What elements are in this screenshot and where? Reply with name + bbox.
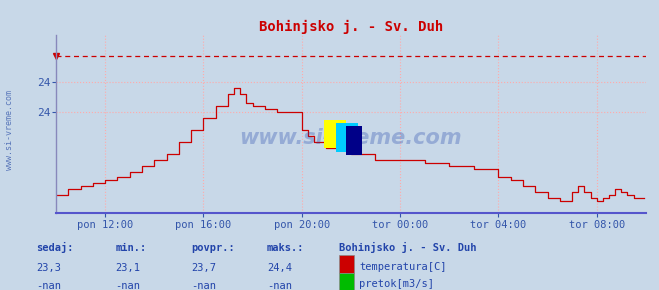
Text: temperatura[C]: temperatura[C]	[359, 262, 447, 272]
Text: 23,7: 23,7	[191, 263, 216, 273]
Text: maks.:: maks.:	[267, 243, 304, 253]
Text: 23,3: 23,3	[36, 263, 61, 273]
Text: -nan: -nan	[191, 280, 216, 290]
Text: -nan: -nan	[267, 280, 292, 290]
Text: 24,4: 24,4	[267, 263, 292, 273]
Text: 23,1: 23,1	[115, 263, 140, 273]
Text: Bohinjsko j. - Sv. Duh: Bohinjsko j. - Sv. Duh	[339, 242, 477, 253]
Text: www.si-vreme.com: www.si-vreme.com	[240, 128, 462, 148]
Title: Bohinjsko j. - Sv. Duh: Bohinjsko j. - Sv. Duh	[259, 19, 443, 34]
FancyBboxPatch shape	[324, 119, 346, 148]
Text: -nan: -nan	[36, 280, 61, 290]
FancyBboxPatch shape	[336, 123, 357, 152]
Text: -nan: -nan	[115, 280, 140, 290]
Text: povpr.:: povpr.:	[191, 243, 235, 253]
FancyBboxPatch shape	[346, 126, 362, 155]
Text: pretok[m3/s]: pretok[m3/s]	[359, 279, 434, 289]
Text: www.si-vreme.com: www.si-vreme.com	[5, 90, 14, 171]
Text: sedaj:: sedaj:	[36, 242, 74, 253]
Text: min.:: min.:	[115, 243, 146, 253]
